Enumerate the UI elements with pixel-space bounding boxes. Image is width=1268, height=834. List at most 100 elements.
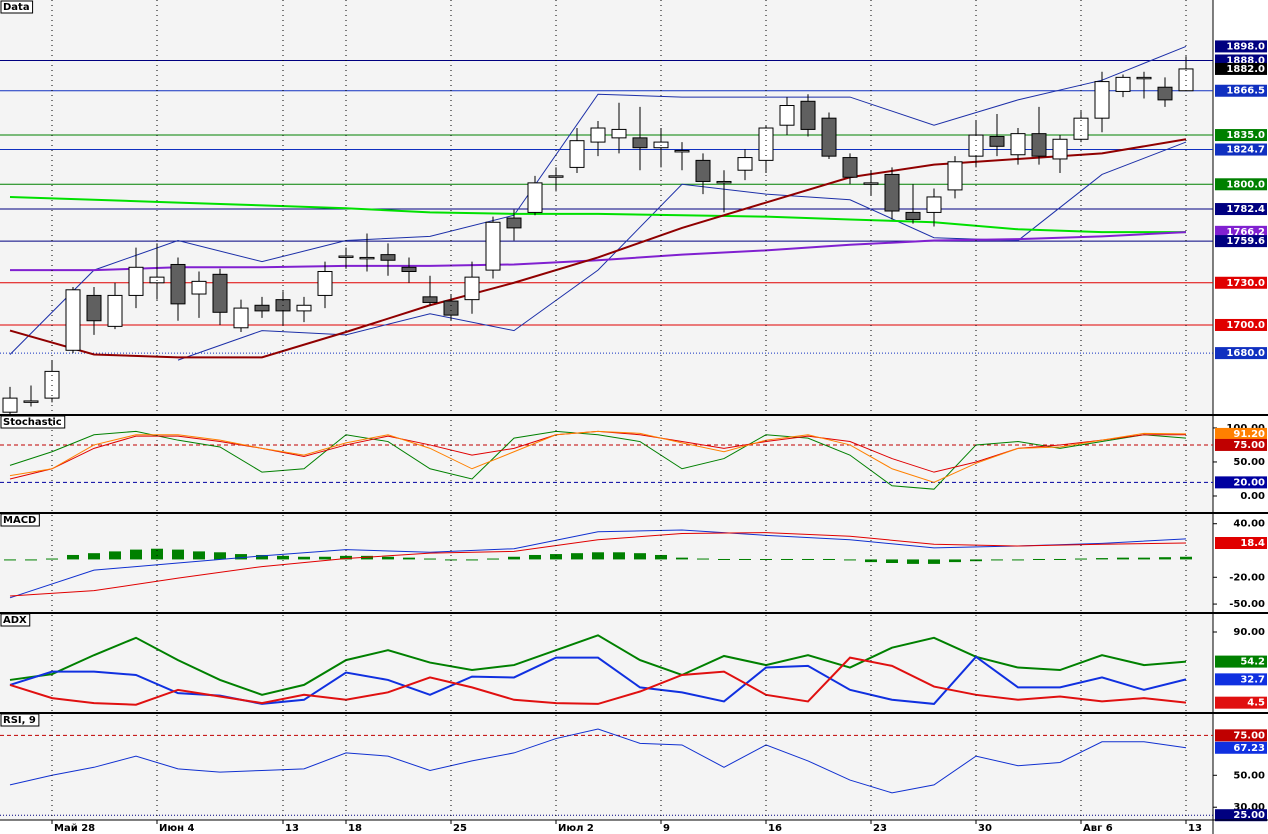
candle-body (611, 128, 627, 139)
level-label-box (1215, 696, 1267, 709)
x-tick-label: 23 (873, 823, 887, 834)
histogram-bar (172, 549, 184, 560)
candle-body (44, 370, 60, 399)
level-label: 1898.0 (1226, 41, 1265, 52)
histogram-bar (802, 558, 814, 560)
candle-body (1136, 76, 1152, 80)
candle-body (779, 105, 795, 126)
histogram-bar (403, 557, 415, 560)
panel-title-box (0, 713, 40, 727)
candle-body (947, 161, 963, 191)
level-label-box (1215, 347, 1267, 360)
histogram-bar (277, 555, 289, 560)
series-line (9, 532, 1187, 597)
level-label-box (1215, 741, 1267, 754)
candle-body (716, 180, 732, 184)
histogram-bar (214, 552, 226, 560)
candle-body (212, 273, 228, 313)
y-tick-label: -20.00 (1229, 572, 1265, 583)
level-label: 32.7 (1240, 674, 1265, 685)
level-label-box (1215, 276, 1267, 289)
level-label-box (1215, 673, 1267, 686)
panel (0, 728, 1213, 816)
panel-title-box (0, 613, 31, 627)
series-line (10, 231, 1187, 272)
x-tick-label: Авг 6 (1083, 823, 1113, 834)
candle-body (989, 135, 1005, 147)
y-tick-label: 30.00 (1233, 802, 1265, 813)
panel (0, 430, 1213, 490)
y-tick-label: 50.00 (1233, 457, 1265, 468)
candle-body (905, 211, 921, 220)
x-tick-label: 18 (348, 823, 362, 834)
level-label-box (1215, 476, 1267, 489)
candle-body (2, 397, 18, 413)
histogram-bar (1096, 558, 1108, 560)
histogram-bar (697, 558, 709, 560)
histogram-bar (823, 558, 835, 560)
candle-body (695, 159, 711, 182)
candle-body (191, 280, 207, 295)
panel-title: Data (3, 2, 30, 13)
level-label: 75.00 (1233, 440, 1265, 451)
x-tick-label: 30 (978, 823, 992, 834)
candle-body (317, 271, 333, 296)
candle-body (590, 127, 606, 143)
candle-body (632, 137, 648, 149)
level-label-box (1215, 84, 1267, 97)
histogram-bar (382, 556, 394, 560)
level-label: 1882.0 (1226, 64, 1265, 75)
histogram-bar (1012, 559, 1024, 561)
histogram-bar (886, 559, 898, 563)
histogram-bar (1117, 557, 1129, 560)
histogram-bar (298, 556, 310, 560)
histogram-bar (844, 559, 856, 561)
histogram-bar (1138, 557, 1150, 560)
candle-body (443, 300, 459, 316)
series-line (9, 529, 1187, 599)
level-label-box (1215, 203, 1267, 216)
candle-body (821, 117, 837, 157)
histogram-bar (634, 553, 646, 560)
histogram-bar (109, 551, 121, 560)
histogram-bar (256, 554, 268, 560)
level-label-box (1215, 40, 1267, 53)
x-tick-label: 9 (663, 823, 670, 834)
candle-body (527, 182, 543, 213)
y-tick-label: 90.00 (1233, 627, 1265, 638)
histogram-bar (424, 558, 436, 560)
x-tick-label: 25 (453, 823, 467, 834)
candle-body (1052, 138, 1068, 160)
date-axis-background (0, 820, 1268, 834)
histogram-bar (529, 554, 541, 560)
level-label-box (1215, 129, 1267, 142)
series-line (9, 430, 1187, 483)
histogram-bar (739, 558, 751, 560)
level-label: 1800.0 (1226, 179, 1265, 190)
level-label: 1680.0 (1226, 348, 1265, 359)
axis-background (1213, 0, 1268, 834)
level-label: 1824.7 (1226, 145, 1265, 156)
candle-body (380, 254, 396, 261)
histogram-bar (235, 554, 247, 560)
histogram-bar (25, 559, 37, 561)
histogram-bar (466, 559, 478, 561)
candle-body (128, 266, 144, 296)
histogram-bar (340, 555, 352, 560)
candle-body (1178, 68, 1194, 92)
histogram-bar (445, 559, 457, 561)
series-line (9, 656, 1187, 706)
candle-body (401, 266, 417, 273)
candle-body (359, 256, 375, 260)
candle-body (737, 157, 753, 171)
panel-title-box (0, 415, 66, 429)
histogram-bar (676, 557, 688, 560)
histogram-bar (592, 552, 604, 560)
level-label-box (1215, 809, 1267, 822)
histogram-bar (781, 558, 793, 560)
plot-background (0, 0, 1213, 820)
histogram-bar (655, 554, 667, 560)
histogram-bar (550, 554, 562, 560)
candle-body (506, 217, 522, 229)
candle-body (170, 263, 186, 305)
